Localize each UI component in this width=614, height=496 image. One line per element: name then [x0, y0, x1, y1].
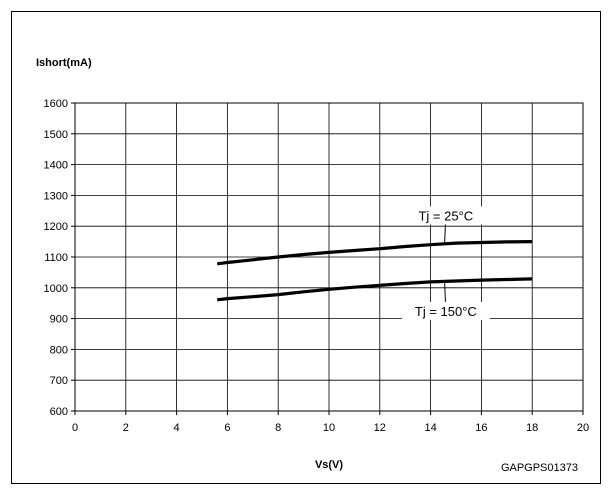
x-tick-label: 20 — [577, 422, 589, 434]
x-tick-label: 18 — [526, 422, 538, 434]
y-tick-label: 1300 — [44, 190, 68, 202]
y-axis-ticks: 600 700 800 900 1000 1100 1200 1300 1400 1500 1600 — [44, 98, 75, 418]
y-tick-label: 1400 — [44, 160, 68, 172]
y-tick-label: 1600 — [44, 98, 68, 110]
grid — [75, 103, 583, 411]
y-tick-label: 800 — [50, 344, 68, 356]
x-tick-label: 0 — [72, 422, 78, 434]
y-tick-label: 1200 — [44, 221, 68, 233]
series-group — [216, 240, 533, 302]
y-tick-label: 700 — [50, 375, 68, 387]
x-tick-label: 12 — [374, 422, 386, 434]
series-label: Tj = 150°C — [415, 304, 477, 319]
x-axis-label: Vs(V) — [315, 459, 343, 471]
y-tick-label: 1000 — [44, 283, 68, 295]
x-tick-label: 10 — [323, 422, 335, 434]
x-tick-label: 8 — [275, 422, 281, 434]
y-axis-label: Ishort(mA) — [36, 57, 92, 69]
annotation-box — [401, 301, 490, 320]
x-axis-ticks: 0 2 4 6 8 10 12 14 16 18 20 — [72, 411, 589, 434]
x-tick-label: 14 — [424, 422, 436, 434]
y-tick-label: 600 — [50, 406, 68, 418]
x-tick-label: 6 — [224, 422, 230, 434]
annotations: Tj = 25°C Tj = 150°C — [401, 206, 490, 320]
x-tick-label: 4 — [174, 422, 180, 434]
y-tick-label: 900 — [50, 314, 68, 326]
figure-code: GAPGPS01373 — [501, 462, 578, 474]
series-label: Tj = 25°C — [418, 208, 473, 223]
x-tick-label: 16 — [475, 422, 487, 434]
y-tick-label: 1100 — [44, 252, 68, 264]
y-tick-label: 1500 — [44, 129, 68, 141]
series-line-1 — [217, 277, 533, 302]
chart-frame — [11, 11, 601, 484]
x-tick-label: 2 — [123, 422, 129, 434]
series-line-0 — [216, 240, 533, 266]
annotation-box — [401, 206, 490, 225]
